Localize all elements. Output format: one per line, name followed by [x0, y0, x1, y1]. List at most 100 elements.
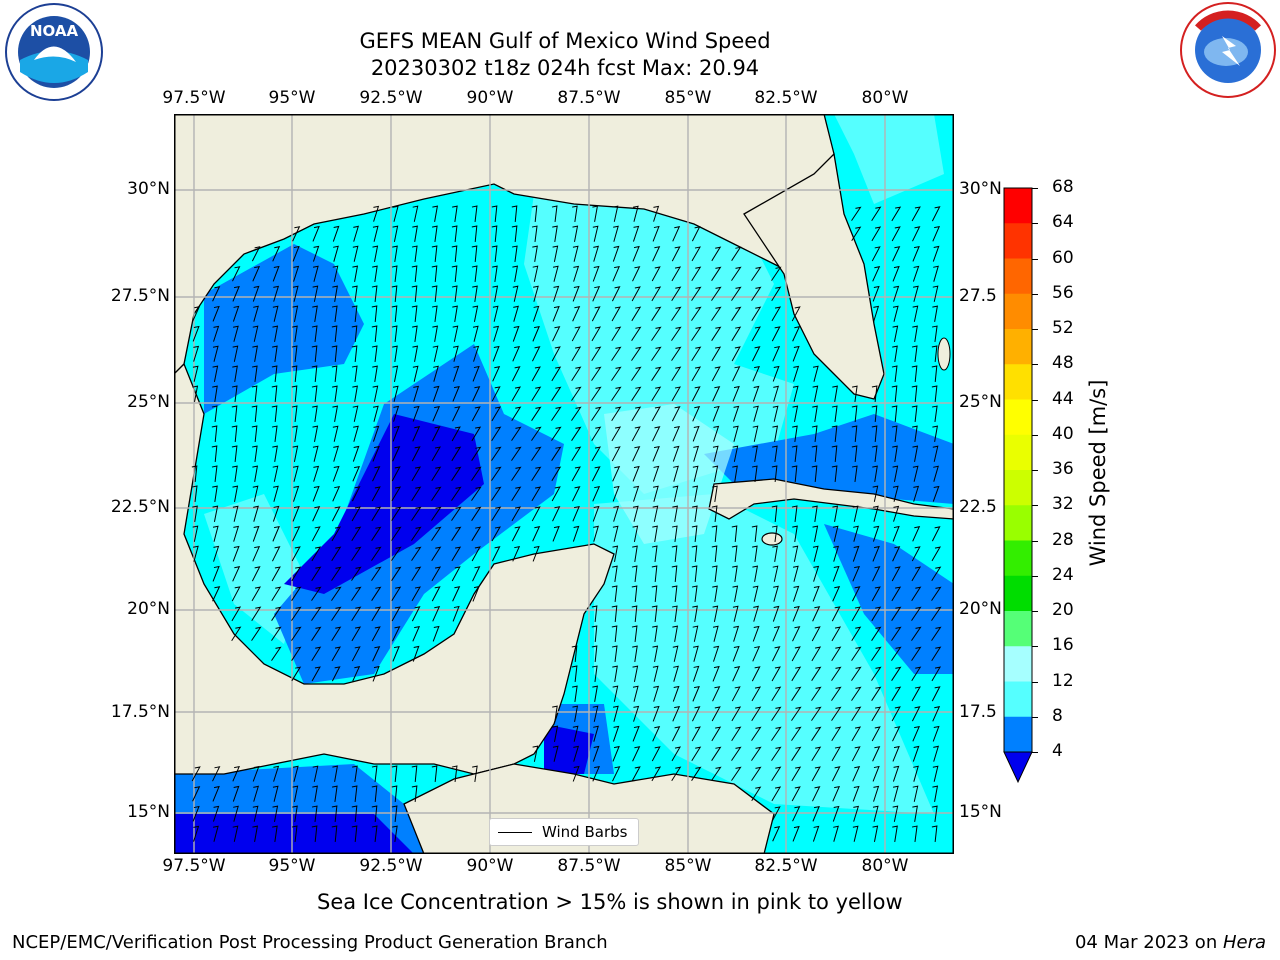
colorbar-segment: [1004, 505, 1032, 541]
wind-barb: [432, 405, 441, 422]
wind-barb: [391, 546, 402, 561]
wind-barb: [912, 445, 919, 462]
wind-barb: [651, 565, 658, 583]
wind-barb: [812, 786, 821, 802]
wind-barb: [551, 406, 562, 421]
wind-barb: [611, 605, 618, 623]
wind-barb: [771, 465, 778, 483]
wind-barb: [671, 326, 682, 341]
wind-barb: [632, 645, 638, 662]
wind-barb: [851, 746, 861, 762]
colorbar-tick-mark: [1032, 223, 1038, 225]
wind-barb: [672, 705, 681, 722]
wind-barb: [631, 625, 638, 643]
wind-barb: [871, 445, 878, 463]
wind-barb: [253, 785, 260, 802]
wind-barb: [312, 425, 319, 442]
wind-barb: [331, 566, 342, 581]
wind-barb: [931, 566, 942, 582]
wind-barb: [612, 665, 618, 682]
wind-barb: [671, 306, 682, 321]
wind-barb: [231, 586, 241, 602]
wind-barb: [851, 465, 858, 482]
wind-barb: [931, 546, 941, 562]
wind-barb: [372, 225, 379, 242]
wind-barb: [911, 606, 922, 621]
wind-barb: [632, 446, 641, 462]
wind-barb: [571, 486, 581, 502]
wind-barb: [732, 666, 741, 682]
wind-barb: [851, 646, 862, 661]
wind-barb: [371, 546, 382, 561]
wind-barb: [451, 225, 458, 243]
wind-barb: [652, 665, 659, 682]
wind-barb: [692, 485, 699, 502]
lat-tick-left-4: 22.5°N: [110, 497, 170, 517]
wind-barb: [251, 586, 261, 602]
wind-barb: [291, 606, 302, 621]
wind-barb: [652, 246, 661, 262]
wind-barb: [351, 805, 358, 823]
wind-barb: [671, 266, 682, 282]
wind-barb: [372, 466, 381, 482]
colorbar-tick-label: 52: [1052, 318, 1074, 338]
wind-barb: [851, 206, 862, 221]
wind-barb: [291, 586, 302, 601]
colorbar-segment: [1004, 258, 1032, 295]
wind-barb: [571, 665, 578, 683]
wind-barb: [572, 306, 581, 322]
water-lt4-core: [284, 414, 484, 594]
map-frame: [174, 114, 954, 854]
wind-barb: [212, 805, 220, 822]
wind-barb: [471, 546, 481, 562]
wind-barb: [851, 666, 862, 681]
wind-barb: [872, 465, 878, 482]
wind-barb: [332, 285, 338, 302]
wind-barb: [491, 225, 498, 243]
wind-barb: [911, 666, 922, 682]
wind-barb: [612, 766, 621, 782]
wind-barb: [271, 626, 282, 641]
wind-barb: [872, 525, 880, 542]
wind-barb: [912, 245, 920, 262]
wind-barb: [771, 706, 782, 721]
wind-barb: [491, 466, 502, 481]
wind-barb: [671, 726, 681, 742]
wind-barb: [911, 405, 918, 423]
wind-barb: [892, 305, 899, 322]
wind-barb: [751, 545, 758, 562]
wind-barb: [212, 385, 218, 402]
wind-barb: [911, 586, 922, 601]
wind-barb: [511, 486, 522, 502]
wind-barb: [551, 346, 561, 362]
wind-barb: [632, 465, 640, 482]
wind-barb: [311, 805, 318, 822]
wind-barb: [671, 525, 678, 542]
wind-barb: [291, 646, 302, 661]
wind-barb: [252, 345, 258, 362]
wind-barb: [251, 566, 261, 582]
colorbar: [1000, 186, 1040, 786]
wind-barb: [353, 425, 359, 442]
wind-barb: [711, 565, 718, 583]
wind-barb: [652, 505, 659, 522]
wind-barb: [332, 465, 340, 482]
wind-barb: [531, 366, 541, 382]
wind-barb: [671, 286, 682, 302]
wind-barb: [771, 505, 778, 523]
lon-tick-top-1: 97.5°W: [162, 88, 226, 108]
wind-barb: [531, 466, 542, 481]
wind-barb: [792, 405, 799, 422]
wind-barb: [752, 385, 760, 402]
wind-barb: [731, 286, 742, 301]
wind-barb: [312, 765, 319, 782]
wind-barb: [912, 745, 920, 762]
wind-barb: [472, 365, 480, 382]
wind-barb: [772, 365, 780, 382]
wind-barb: [511, 205, 518, 223]
wind-barb: [751, 326, 761, 342]
wind-barb: [591, 366, 602, 381]
wind-barb: [772, 425, 779, 442]
wind-barb: [751, 746, 762, 761]
wind-barb: [192, 805, 200, 822]
